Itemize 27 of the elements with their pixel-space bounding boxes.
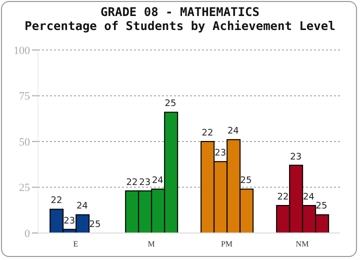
text: 24: [152, 176, 164, 186]
x-tick-label: E: [73, 240, 78, 249]
chart-subtitle: Percentage of Students by Achievement Level: [24, 19, 336, 33]
chart-title: GRADE 08 - MATHEMATICS: [100, 5, 260, 19]
series-label: 23: [64, 216, 76, 226]
text: 22: [277, 192, 289, 203]
text: 24: [302, 192, 314, 203]
y-tick-label: 100: [14, 44, 30, 57]
y-tick-label: 0: [24, 228, 30, 240]
y-tick-label: 25: [19, 182, 30, 194]
x-tick-label: M: [148, 240, 155, 249]
x-tick-label: NM: [296, 240, 309, 249]
text: 25: [89, 220, 101, 230]
series-label: 25: [164, 99, 176, 110]
text: 22: [202, 128, 214, 138]
text: 23: [290, 152, 302, 162]
text: 23: [139, 178, 151, 188]
x-tick-label: PM: [220, 240, 233, 249]
y-tick-label: 75: [19, 90, 30, 103]
text: 23: [214, 148, 226, 159]
series-label: 24: [76, 202, 88, 212]
text: 25: [240, 176, 252, 186]
text: 25: [316, 202, 328, 212]
y-tick-label: 50: [19, 136, 30, 148]
text: 22: [126, 178, 138, 188]
text: 24: [227, 126, 239, 137]
series-label: 22: [50, 196, 62, 206]
